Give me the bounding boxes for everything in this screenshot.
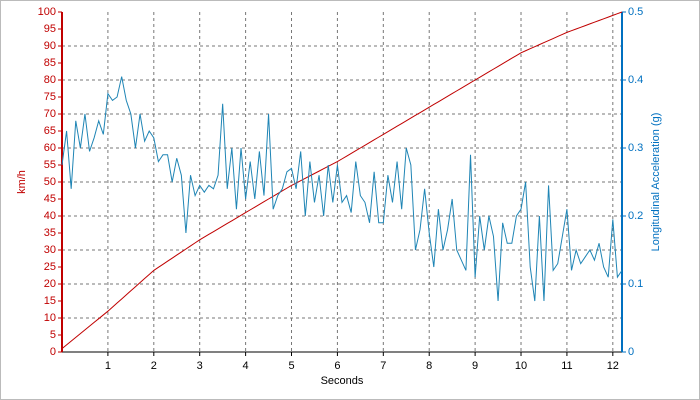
y-tick-label: 50 xyxy=(44,176,56,188)
x-tick-label: 3 xyxy=(197,360,203,372)
y-tick-label: 25 xyxy=(44,261,56,273)
y-tick-label: 55 xyxy=(44,159,56,171)
y2-tick-label: 0.5 xyxy=(628,6,643,18)
y-tick-label: 20 xyxy=(44,278,56,290)
y-tick-label: 90 xyxy=(44,40,56,52)
y-tick-label: 85 xyxy=(44,57,56,69)
y2-axis-label: Longitudinal Acceleration (g) xyxy=(650,113,662,252)
series-line xyxy=(61,76,623,302)
y2-tick-label: 0.1 xyxy=(628,278,643,290)
y-tick-label: 80 xyxy=(44,74,56,86)
x-tick-label: 12 xyxy=(607,360,619,372)
x-tick-label: 11 xyxy=(561,360,572,372)
y2-tick-label: 0.4 xyxy=(628,74,643,86)
y2-tick-label: 0 xyxy=(628,346,634,358)
y-tick-label: 5 xyxy=(50,329,56,341)
x-tick-label: 7 xyxy=(380,360,386,372)
y-tick-label: 65 xyxy=(44,125,56,137)
y-tick-label: 75 xyxy=(44,91,56,103)
y-tick-label: 100 xyxy=(38,6,56,18)
x-tick-label: 2 xyxy=(151,360,157,372)
y2-tick-label: 0.2 xyxy=(628,210,643,222)
x-tick-label: 4 xyxy=(243,360,249,372)
y-tick-label: 0 xyxy=(50,346,56,358)
series-line xyxy=(61,11,623,349)
y-tick-label: 35 xyxy=(44,227,56,239)
y-tick-label: 10 xyxy=(44,312,56,324)
x-axis-label: Seconds xyxy=(321,375,364,387)
y-axis-label: km/h xyxy=(16,170,28,194)
y2-tick-label: 0.3 xyxy=(628,142,643,154)
x-tick-label: 9 xyxy=(472,360,478,372)
x-tick-label: 1 xyxy=(105,360,111,372)
x-tick-label: 5 xyxy=(288,360,294,372)
y-tick-label: 40 xyxy=(44,210,56,222)
y-tick-label: 70 xyxy=(44,108,56,120)
x-tick-label: 6 xyxy=(334,360,340,372)
y-tick-label: 60 xyxy=(44,142,56,154)
y-tick-label: 30 xyxy=(44,244,56,256)
y-tick-label: 45 xyxy=(44,193,56,205)
y-tick-label: 95 xyxy=(44,23,56,35)
x-tick-label: 10 xyxy=(515,360,527,372)
x-tick-label: 8 xyxy=(426,360,432,372)
y-tick-label: 15 xyxy=(44,295,56,307)
